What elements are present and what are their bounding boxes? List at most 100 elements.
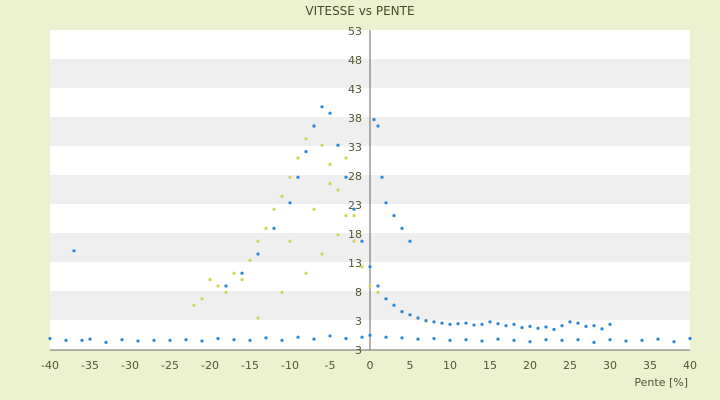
scatter-point	[552, 327, 556, 332]
scatter-point	[448, 338, 452, 342]
scatter-point	[584, 324, 588, 328]
scatter-point	[104, 340, 108, 344]
scatter-point	[416, 337, 420, 341]
scatter-point	[536, 326, 540, 330]
scatter-point	[192, 303, 196, 307]
scatter-point	[344, 214, 348, 218]
scatter-point	[528, 324, 532, 328]
scatter-point	[312, 337, 316, 341]
scatter-point	[380, 175, 384, 179]
scatter-point	[480, 339, 484, 343]
y-tick-label: 3	[355, 315, 362, 328]
scatter-point	[576, 321, 580, 325]
scatter-point	[336, 188, 340, 192]
x-tick-labels: -40 -35 -30 -25 -20 -15 -10 -5 0 5 10 15 20 25 30 35 40	[41, 359, 697, 372]
y-tick-label: 38	[348, 112, 362, 125]
scatter-point	[624, 339, 628, 343]
scatter-point	[408, 313, 412, 317]
scatter-point	[608, 338, 612, 342]
scatter-point	[592, 340, 596, 344]
scatter-point	[352, 239, 356, 243]
scatter-point	[376, 124, 380, 128]
scatter-point	[376, 284, 380, 288]
scatter-point	[288, 175, 292, 179]
y-tick-label: 48	[348, 54, 362, 67]
scatter-point	[368, 265, 372, 269]
scatter-point	[440, 321, 444, 325]
scatter-point	[408, 239, 412, 243]
scatter-point	[216, 336, 220, 341]
scatter-point	[600, 327, 604, 331]
scatter-point	[248, 258, 252, 262]
scatter-point	[232, 338, 236, 342]
scatter-point	[672, 340, 676, 344]
scatter-point	[80, 338, 84, 342]
scatter-point	[576, 338, 580, 342]
scatter-point	[64, 338, 68, 342]
scatter-point	[264, 226, 268, 230]
scatter-point	[384, 335, 388, 339]
scatter-point	[216, 284, 220, 288]
y-tick-label: 28	[348, 170, 362, 183]
scatter-point	[456, 322, 460, 326]
y-tick-label: 13	[348, 257, 362, 270]
scatter-point	[464, 321, 468, 325]
scatter-point	[136, 339, 140, 343]
scatter-point	[208, 278, 212, 282]
scatter-point	[424, 318, 428, 323]
scatter-point	[280, 338, 284, 342]
scatter-point	[200, 297, 204, 301]
scatter-point	[320, 143, 324, 147]
scatter-point	[544, 338, 548, 342]
scatter-point	[368, 284, 372, 288]
scatter-point	[496, 322, 500, 326]
scatter-point	[296, 156, 300, 160]
x-tick-label: 5	[407, 359, 414, 372]
x-tick-label: -10	[281, 359, 299, 372]
scatter-point	[240, 278, 244, 282]
y-tick-label: 3	[355, 344, 362, 357]
y-tick-label: 43	[348, 83, 362, 96]
scatter-point	[304, 137, 308, 141]
x-tick-label: 10	[443, 359, 457, 372]
scatter-point	[640, 338, 644, 342]
x-axis-label: Pente [%]	[634, 376, 688, 389]
scatter-point	[512, 338, 516, 342]
scatter-point	[392, 303, 396, 307]
scatter-point	[200, 339, 204, 343]
y-tick-label: 8	[355, 286, 362, 299]
x-tick-label: 25	[563, 359, 577, 372]
x-tick-label: -25	[161, 359, 179, 372]
scatter-point	[512, 322, 516, 326]
scatter-point	[120, 338, 124, 342]
scatter-point	[416, 316, 420, 320]
scatter-point	[224, 284, 228, 288]
scatter-point	[568, 320, 572, 324]
scatter-point	[352, 207, 356, 211]
x-tick-label: 40	[683, 359, 697, 372]
scatter-point	[328, 182, 332, 186]
scatter-point	[312, 124, 316, 128]
x-tick-label: -40	[41, 359, 59, 372]
scatter-point	[264, 336, 268, 340]
scatter-point	[472, 323, 476, 327]
scatter-point	[336, 143, 340, 147]
scatter-point	[320, 252, 324, 256]
scatter-point	[520, 326, 524, 330]
scatter-point	[288, 201, 292, 205]
scatter-point	[328, 162, 332, 166]
scatter-point	[328, 111, 332, 115]
scatter-point	[248, 338, 252, 342]
scatter-point	[368, 333, 372, 337]
scatter-point	[272, 207, 276, 211]
scatter-point	[344, 156, 348, 160]
scatter-point	[360, 239, 364, 243]
scatter-point	[560, 324, 564, 328]
scatter-point	[184, 338, 188, 342]
scatter-point	[296, 175, 300, 179]
y-tick-label: 23	[348, 199, 362, 212]
scatter-point	[280, 194, 284, 198]
scatter-point	[432, 336, 436, 341]
